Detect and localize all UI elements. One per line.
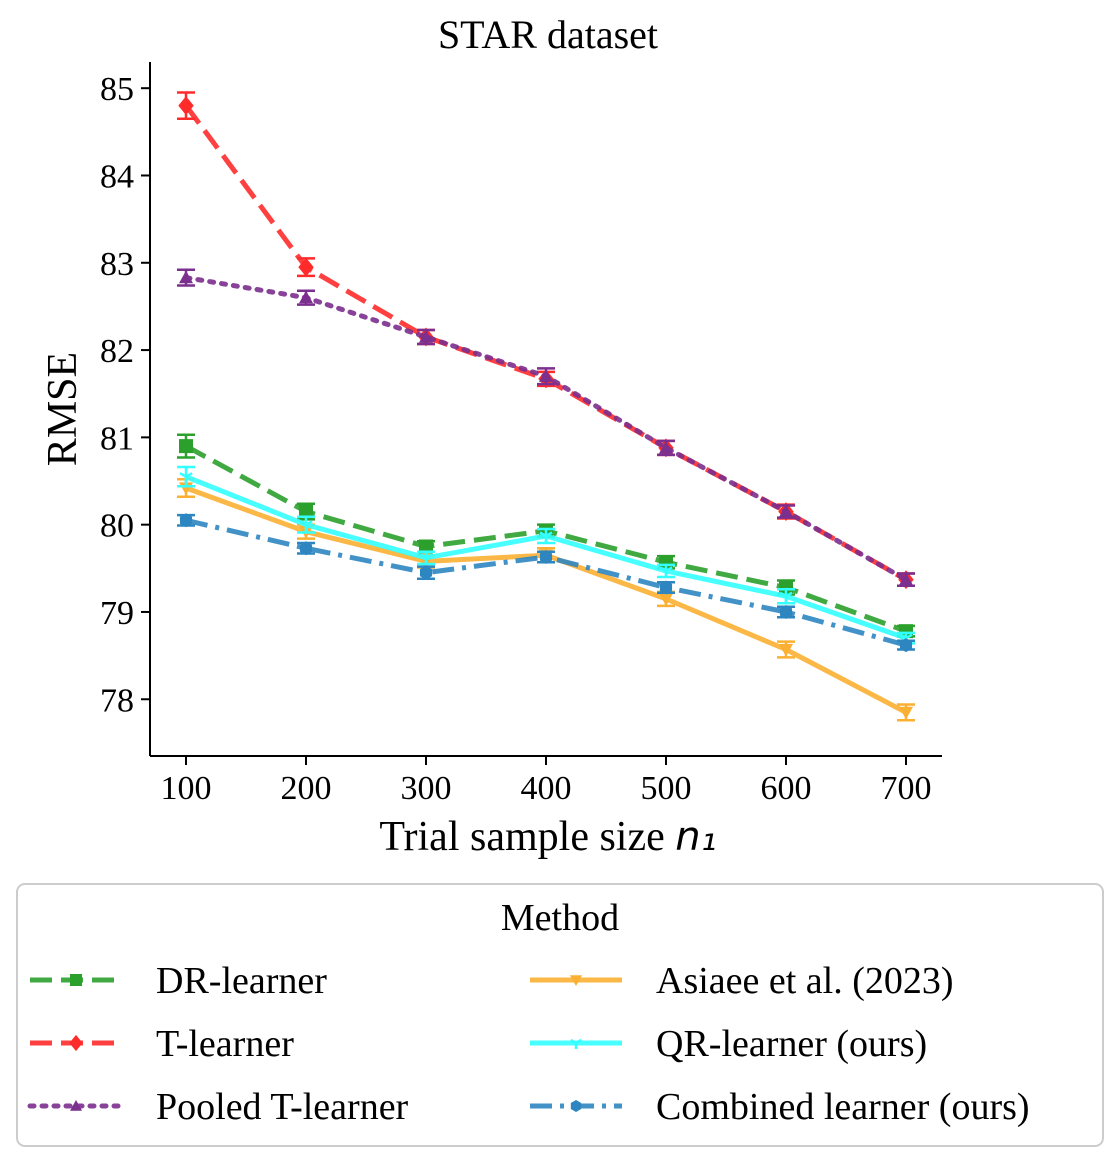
series-qr-learner-ours — [177, 465, 915, 646]
x-axis-label-text: Trial sample size — [379, 814, 675, 860]
legend-item: Asiaee et al. (2023) — [530, 960, 954, 1002]
data-point — [178, 96, 194, 116]
x-tick-label: 100 — [161, 770, 212, 807]
data-point — [539, 531, 553, 544]
legend-item: DR-learner — [30, 960, 327, 1002]
legend-item: Pooled T-learner — [27, 1086, 409, 1128]
data-point — [779, 591, 793, 604]
legend-item: Combined learner (ours) — [530, 1086, 1030, 1128]
legend-label: DR-learner — [156, 960, 327, 1002]
data-point — [299, 504, 313, 519]
x-tick-label: 500 — [641, 770, 692, 807]
y-tick-label: 81 — [100, 420, 134, 457]
data-point — [659, 566, 673, 578]
legend-items: DR-learner T-learner Pooled T-learner Asiae… — [27, 960, 1030, 1128]
y-tick-label: 80 — [100, 508, 134, 545]
data-point — [539, 369, 553, 382]
legend-marker — [70, 1100, 82, 1111]
plot-area: 100 200 300 400 500 600 700 78 79 80 81 82 83 84 85 — [100, 62, 942, 807]
x-tick-label: 200 — [281, 770, 332, 807]
data-point — [419, 329, 433, 343]
series-pooled-t-learner — [177, 268, 915, 588]
legend-marker — [570, 1100, 582, 1112]
data-point — [899, 572, 913, 586]
x-tick-label: 700 — [881, 770, 932, 807]
legend-label: T-learner — [156, 1023, 294, 1065]
data-point — [779, 604, 793, 619]
x-axis-label: Trial sample size n₁ — [379, 814, 716, 860]
legend-box — [16, 883, 1104, 1147]
legend-marker — [570, 1038, 582, 1049]
legend: Method DR-learner T-learner Pooled T-learn… — [16, 883, 1104, 1147]
legend-label: Pooled T-learner — [156, 1086, 409, 1128]
data-point — [419, 553, 433, 565]
legend-label: Combined learner (ours) — [656, 1086, 1030, 1128]
data-point — [298, 257, 314, 277]
y-tick-label: 84 — [100, 158, 134, 195]
legend-marker — [69, 1034, 83, 1052]
data-point — [779, 643, 793, 657]
x-axis-label-math: n₁ — [675, 814, 716, 860]
data-point — [179, 472, 193, 484]
legend-marker — [570, 975, 582, 986]
data-point — [179, 439, 193, 454]
data-point — [899, 706, 913, 720]
data-point — [659, 593, 673, 606]
data-point — [899, 638, 913, 653]
legend-marker — [70, 974, 82, 986]
legend-item: QR-learner (ours) — [530, 1023, 927, 1065]
y-tick-label: 78 — [100, 682, 134, 719]
x-tick-label: 600 — [761, 770, 812, 807]
chart-title: STAR dataset — [438, 12, 658, 57]
y-axis-label: RMSE — [40, 352, 86, 466]
x-ticks: 100 200 300 400 500 600 700 — [161, 756, 932, 807]
data-point — [419, 539, 433, 554]
y-tick-label: 79 — [100, 595, 134, 632]
legend-label: QR-learner (ours) — [656, 1023, 927, 1065]
y-tick-label: 85 — [100, 71, 134, 108]
y-ticks: 78 79 80 81 82 83 84 85 — [100, 71, 150, 719]
data-point — [299, 541, 313, 556]
series-layer — [177, 91, 915, 722]
data-point — [539, 549, 553, 564]
series-combined-learner-ours — [177, 513, 915, 653]
data-point — [659, 580, 673, 595]
data-point — [299, 290, 313, 304]
legend-label: Asiaee et al. (2023) — [656, 960, 954, 1002]
data-point — [779, 580, 793, 595]
y-tick-label: 82 — [100, 333, 134, 370]
legend-item: T-learner — [30, 1023, 294, 1065]
x-tick-label: 300 — [401, 770, 452, 807]
data-point — [179, 513, 193, 528]
data-point — [419, 565, 433, 580]
x-tick-label: 400 — [521, 770, 572, 807]
data-point — [779, 504, 793, 518]
legend-title: Method — [501, 897, 619, 939]
data-point — [299, 520, 313, 532]
data-point — [659, 440, 673, 454]
y-tick-label: 83 — [100, 246, 134, 283]
data-point — [179, 270, 193, 284]
series-t-learner — [177, 91, 915, 590]
series-line — [183, 104, 908, 582]
